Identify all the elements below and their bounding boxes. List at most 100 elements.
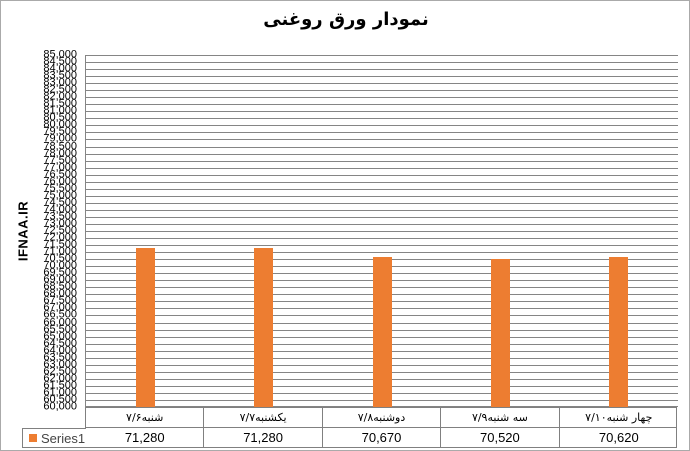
y-gridline: [86, 69, 678, 71]
y-tick-label: 78,500: [43, 140, 77, 153]
y-gridline: [86, 104, 678, 106]
y-gridline: [86, 238, 678, 240]
y-gridline: [86, 153, 678, 155]
y-tick-label: 67,500: [43, 294, 77, 307]
value-cell: 70,670: [323, 428, 442, 447]
y-gridline: [86, 76, 678, 78]
value-cell: 70,520: [441, 428, 560, 447]
y-tick-label: 70,500: [43, 252, 77, 265]
y-gridline: [86, 209, 678, 211]
y-gridline: [86, 216, 678, 218]
bar-series1-5: [609, 257, 629, 407]
y-tick-label: 83,000: [43, 76, 77, 89]
y-tick-label: 78,000: [43, 147, 77, 160]
y-tick-label: 61,500: [43, 379, 77, 392]
y-gridline: [86, 90, 678, 92]
y-tick-label: 79,000: [43, 132, 77, 145]
y-gridline: [86, 223, 678, 225]
y-tick-label: 75,000: [43, 189, 77, 202]
y-tick-label: 71,500: [43, 238, 77, 251]
y-tick-label: 74,500: [43, 196, 77, 209]
y-gridline: [86, 118, 678, 120]
y-tick-label: 60,000: [43, 400, 77, 413]
y-gridline: [86, 245, 678, 247]
y-gridline: [86, 111, 678, 113]
y-gridline: [86, 139, 678, 141]
value-cell: 71,280: [204, 428, 323, 447]
y-gridline: [86, 231, 678, 232]
y-gridline: [86, 132, 678, 134]
y-tick-label: 79,500: [43, 125, 77, 138]
y-tick-label: 84,500: [43, 55, 77, 68]
y-tick-label: 82,500: [43, 83, 77, 96]
y-tick-label: 85,000: [43, 48, 77, 61]
y-gridline: [86, 97, 678, 99]
y-tick-label: 62,000: [43, 372, 77, 385]
y-tick-label: 72,500: [43, 224, 77, 237]
chart-title: نمودار ورق روغنی: [263, 9, 429, 30]
y-tick-label: 72,000: [43, 231, 77, 244]
y-gridline: [86, 252, 678, 254]
value-cell: 71,280: [86, 428, 205, 447]
y-tick-label: 68,500: [43, 280, 77, 293]
category-cell: دوشنبه۷/۸: [323, 408, 442, 427]
y-tick-label: 69,500: [43, 266, 77, 279]
y-tick-label: 67,000: [43, 301, 77, 314]
y-gridline: [86, 83, 678, 85]
bar-series1-4: [490, 258, 510, 407]
y-tick-label: 62,500: [43, 365, 77, 378]
y-tick-label: 68,000: [43, 287, 77, 300]
legend-cell: Series1: [22, 428, 86, 448]
y-tick-label: 84,000: [43, 62, 77, 75]
y-tick-label: 63,500: [43, 351, 77, 364]
y-tick-label: 80,000: [43, 118, 77, 131]
y-tick-label: 81,000: [43, 104, 77, 117]
y-gridline: [86, 181, 678, 183]
y-gridline: [86, 174, 678, 176]
y-tick-label: 63,000: [43, 358, 77, 371]
y-tick-label: 77,500: [43, 154, 77, 167]
category-cell: چهار شنبه۷/۱۰: [585, 411, 653, 424]
category-cell: شنبه۷/۶: [86, 408, 205, 427]
y-tick-label: 65,500: [43, 323, 77, 336]
value-row: 71,280 71,280 70,670 70,520 70,620: [85, 428, 677, 448]
y-axis-title: IFNAA.IR: [15, 200, 31, 262]
y-gridline: [86, 167, 678, 169]
y-gridline: [86, 188, 678, 190]
value-cell: 70,620: [598, 430, 639, 445]
y-tick-label: 73,000: [43, 217, 77, 230]
y-gridline: [86, 160, 678, 162]
y-tick-label: 66,500: [43, 308, 77, 321]
y-tick-label: 73,500: [43, 210, 77, 223]
plot-area: [85, 55, 678, 407]
y-tick-label: 61,000: [43, 386, 77, 399]
orange-square-icon: [29, 434, 37, 442]
y-tick-label: 65,000: [43, 330, 77, 343]
y-tick-label: 83,500: [43, 69, 77, 82]
y-tick-label: 75,500: [43, 182, 77, 195]
y-tick-label: 80,500: [43, 111, 77, 124]
y-tick-label: 82,000: [43, 90, 77, 103]
y-gridline: [86, 202, 678, 204]
y-tick-label: 76,000: [43, 175, 77, 188]
y-gridline: [86, 125, 678, 127]
category-row: شنبه۷/۶ یکشنبه۷/۷ دوشنبه۷/۸ سه شنبه۷/۹ چهار …: [85, 407, 677, 428]
bar-series1-1: [135, 248, 155, 407]
y-tick-label: 60,500: [43, 393, 77, 406]
y-tick-label: 70,000: [43, 259, 77, 272]
y-gridline: [86, 195, 678, 197]
category-cell: سه شنبه۷/۹: [441, 408, 560, 427]
y-tick-label: 66,000: [43, 316, 77, 329]
y-tick-label: 64,000: [43, 344, 77, 357]
y-gridline: [86, 55, 678, 56]
y-tick-label: 69,000: [43, 273, 77, 286]
y-tick-label: 74,000: [43, 203, 77, 216]
y-gridline: [86, 62, 678, 64]
y-tick-label: 81,500: [43, 97, 77, 110]
bar-series1-3: [372, 256, 392, 407]
y-tick-label: 64,500: [43, 337, 77, 350]
y-tick-label: 77,000: [43, 161, 77, 174]
y-tick-label: 71,000: [43, 245, 77, 258]
legend-series-label: Series1: [41, 430, 86, 446]
